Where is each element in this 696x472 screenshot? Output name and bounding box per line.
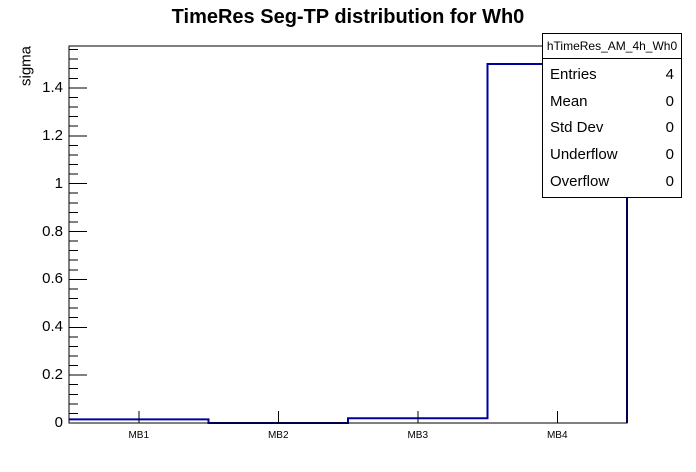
stats-label: Std Dev — [550, 119, 604, 137]
y-tick-label: 0.2 — [42, 366, 63, 384]
axis-ticks — [69, 49, 558, 424]
stats-value: 0 — [665, 119, 674, 137]
stats-label: Mean — [550, 92, 588, 110]
stats-label: Overflow — [550, 173, 610, 191]
stats-box: hTimeRes_AM_4h_Wh0 Entries 4 Mean 0 Std … — [542, 33, 682, 198]
y-tick-label: 0.6 — [42, 270, 63, 288]
x-tick-label-MB4: MB4 — [546, 430, 568, 441]
y-tick-label: 1.4 — [42, 78, 63, 96]
stats-value: 0 — [665, 173, 674, 191]
y-tick-label: 1 — [54, 174, 63, 192]
stats-value: 0 — [665, 146, 674, 164]
stats-value: 4 — [665, 65, 674, 83]
plot-frame — [68, 45, 628, 424]
stats-label: Entries — [550, 65, 597, 83]
stats-box-title: hTimeRes_AM_4h_Wh0 — [543, 34, 681, 59]
x-tick-label-MB2: MB2 — [267, 430, 289, 441]
y-tick-label: 0.4 — [42, 318, 63, 336]
stats-row-overflow: Overflow 0 — [543, 168, 681, 195]
stats-box-rows: Entries 4 Mean 0 Std Dev 0 Underflow 0 O… — [543, 59, 681, 197]
stats-row-entries: Entries 4 — [543, 61, 681, 88]
stats-row-underflow: Underflow 0 — [543, 141, 681, 168]
x-tick-label-MB3: MB3 — [407, 430, 429, 441]
stats-row-mean: Mean 0 — [543, 88, 681, 115]
chart-title: TimeRes Seg-TP distribution for Wh0 — [171, 6, 525, 28]
x-tick-label-MB1: MB1 — [128, 430, 150, 441]
y-tick-label: 0.8 — [42, 222, 63, 240]
stats-value: 0 — [665, 92, 674, 110]
stats-row-stddev: Std Dev 0 — [543, 115, 681, 142]
stats-label: Underflow — [550, 146, 618, 164]
y-tick-label: 0 — [54, 414, 63, 431]
y-tick-label: 1.2 — [42, 126, 63, 144]
